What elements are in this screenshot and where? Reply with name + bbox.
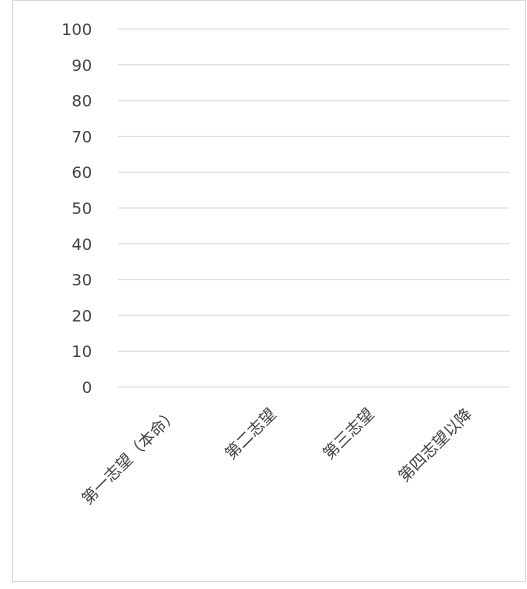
y-tick-label: 50 (72, 199, 92, 218)
y-tick-label: 100 (61, 20, 92, 39)
y-tick-label: 70 (72, 127, 92, 146)
x-tick-label: 第四志望以降 (395, 404, 476, 485)
y-tick-label: 20 (72, 306, 92, 325)
y-axis-tick-labels: 0 10 20 30 40 50 60 70 80 90 100 (61, 20, 92, 397)
y-tick-label: 80 (72, 92, 92, 111)
y-tick-label: 10 (72, 342, 92, 361)
x-tick-label: 第一志望（本命） (78, 404, 182, 508)
x-axis-tick-labels: 第一志望（本命） 第二志望 第三志望 第四志望以降 (78, 404, 476, 508)
chart-frame (12, 0, 526, 582)
y-tick-label: 40 (72, 235, 92, 254)
y-tick-label: 60 (72, 163, 92, 182)
y-tick-label: 90 (72, 56, 92, 75)
gridlines (118, 28, 510, 388)
x-tick-label: 第三志望 (319, 404, 378, 463)
y-tick-label: 0 (82, 378, 92, 397)
y-tick-label: 30 (72, 271, 92, 290)
x-tick-label: 第二志望 (221, 404, 280, 463)
